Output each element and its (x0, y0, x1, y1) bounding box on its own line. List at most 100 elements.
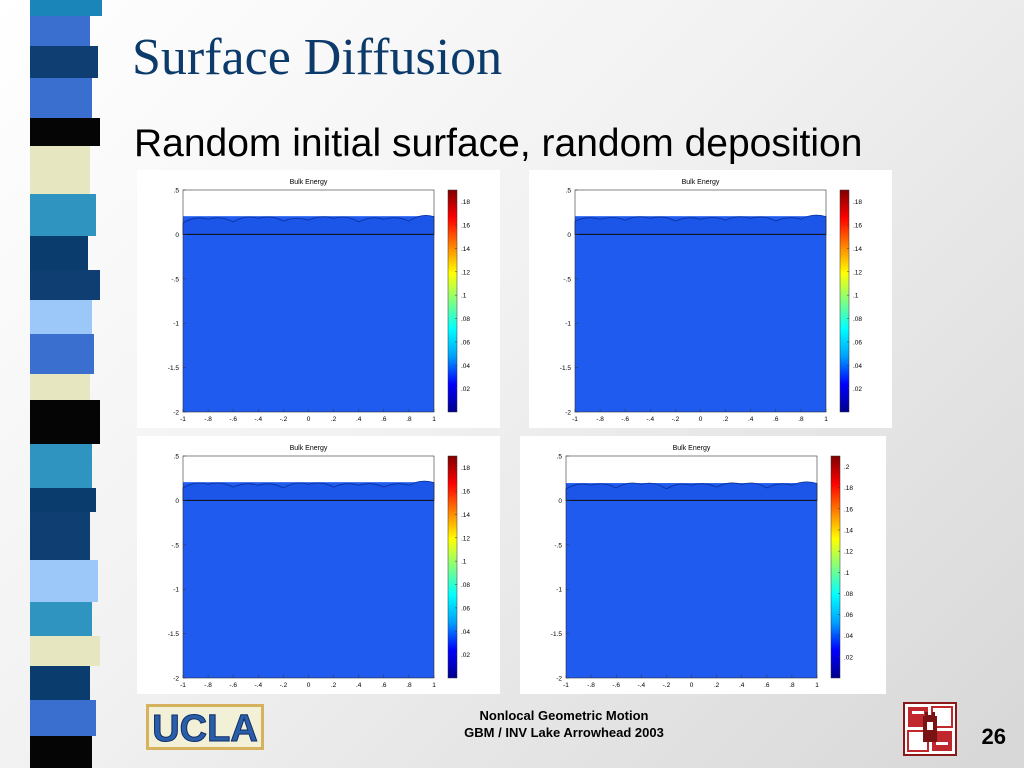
plot-title: Bulk Energy (290, 445, 328, 452)
x-tick-label: .4 (748, 416, 754, 423)
plot-title: Bulk Energy (673, 445, 711, 452)
plot-title: Bulk Energy (290, 179, 328, 186)
y-tick-label: 0 (175, 498, 179, 505)
stripe-block (30, 0, 102, 16)
surface-layer (574, 214, 827, 235)
colorbar-tick-label: .18 (844, 485, 853, 492)
y-tick-label: -1.5 (560, 365, 572, 372)
y-tick-label: 0 (567, 232, 571, 239)
x-tick-label: .4 (356, 416, 362, 423)
decorative-stripe (30, 0, 102, 768)
x-tick-label: 0 (307, 682, 311, 689)
x-tick-label: -.8 (587, 682, 595, 689)
university-seal-logo (903, 702, 957, 756)
x-tick-label: .8 (798, 416, 804, 423)
y-tick-label: 0 (558, 498, 562, 505)
x-tick-label: .4 (739, 682, 745, 689)
colorbar-tick-label: .02 (844, 654, 853, 661)
slide-title: Surface Diffusion (132, 29, 503, 86)
stripe-block (30, 560, 98, 602)
stripe-block (30, 512, 90, 560)
x-tick-label: .6 (381, 416, 387, 423)
x-tick-label: -1 (572, 416, 578, 423)
colorbar-tick-label: .12 (844, 549, 853, 556)
x-tick-label: -.4 (255, 416, 263, 423)
x-tick-label: 1 (432, 682, 436, 689)
colorbar-tick-label: .06 (844, 612, 853, 619)
x-tick-label: .2 (331, 682, 337, 689)
y-tick-label: -1.5 (551, 631, 563, 638)
y-tick-label: -.5 (563, 276, 571, 283)
y-tick-label: .5 (557, 454, 563, 461)
bulk-energy-plot: Bulk Energy -1 -.8 -.6 -.4 -.2 0 .2 .4 .6 .8 1 .5 0 -.… (137, 436, 500, 694)
y-tick-label: 0 (175, 232, 179, 239)
colorbar (447, 189, 458, 413)
y-tick-label: -2 (173, 410, 179, 417)
x-tick-label: -.4 (638, 682, 646, 689)
colorbar-tick-label: .1 (461, 293, 467, 300)
x-tick-label: -1 (180, 682, 186, 689)
bulk-region (183, 482, 434, 678)
y-tick-label: -.5 (171, 542, 179, 549)
bulk-region (566, 483, 817, 678)
footer-line-1: Nonlocal Geometric Motion (479, 708, 649, 723)
colorbar (447, 455, 458, 679)
y-tick-label: .5 (566, 188, 572, 195)
colorbar-tick-label: .12 (461, 269, 470, 276)
colorbar-tick-label: .18 (853, 199, 862, 206)
colorbar-tick-label: .08 (461, 582, 470, 589)
y-tick-label: -.5 (554, 542, 562, 549)
stripe-block (30, 444, 92, 488)
x-tick-label: -.8 (204, 416, 212, 423)
x-tick-label: 0 (699, 416, 703, 423)
colorbar-tick-label: .16 (461, 489, 470, 496)
colorbar-tick-label: .02 (461, 386, 470, 393)
y-tick-label: -1 (556, 587, 562, 594)
colorbar-tick-label: .12 (461, 535, 470, 542)
colorbar-tick-label: .1 (844, 570, 850, 577)
colorbar-tick-label: .14 (853, 246, 862, 253)
colorbar-tick-label: .02 (853, 386, 862, 393)
x-tick-label: -.4 (647, 416, 655, 423)
colorbar-tick-label: .12 (853, 269, 862, 276)
stripe-block (30, 666, 90, 700)
stripe-block (30, 16, 90, 46)
stripe-block (30, 118, 100, 146)
colorbar-tick-label: .06 (853, 339, 862, 346)
bulk-region (575, 216, 826, 412)
surface-layer (565, 481, 818, 501)
ucla-logo-text: UCLA (152, 708, 258, 750)
plot-svg: Bulk Energy -1 -.8 -.6 -.4 -.2 0 .2 .4 .6 .8 1 .5 0 -.… (168, 445, 471, 689)
colorbar-tick-label: .1 (853, 293, 859, 300)
x-tick-label: 0 (307, 416, 311, 423)
x-tick-label: -.4 (255, 682, 263, 689)
stripe-block (30, 374, 90, 400)
colorbar-tick-label: .18 (461, 465, 470, 472)
stripe-block (30, 334, 94, 374)
x-tick-label: -.6 (621, 416, 629, 423)
page-number: 26 (981, 724, 1006, 749)
colorbar-tick-label: .2 (844, 464, 850, 471)
colorbar-tick-label: .06 (461, 339, 470, 346)
colorbar (830, 455, 841, 679)
stripe-block (30, 602, 92, 636)
x-tick-label: -.8 (204, 682, 212, 689)
surface-layer (182, 480, 435, 501)
bulk-energy-plot: Bulk Energy -1 -.8 -.6 -.4 -.2 0 .2 .4 .6 .8 1 .5 0 -.… (137, 170, 500, 428)
x-tick-label: -.2 (280, 416, 288, 423)
y-tick-label: -2 (565, 410, 571, 417)
plot-svg: Bulk Energy -1 -.8 -.6 -.4 -.2 0 .2 .4 .6 .8 1 .5 0 -.… (560, 179, 863, 423)
x-tick-label: .2 (723, 416, 729, 423)
y-tick-label: -1 (173, 587, 179, 594)
x-tick-label: .8 (406, 416, 412, 423)
x-tick-label: .6 (773, 416, 779, 423)
x-tick-label: .8 (789, 682, 795, 689)
y-tick-label: -2 (556, 676, 562, 683)
stripe-block (30, 46, 98, 78)
colorbar-tick-label: .02 (461, 652, 470, 659)
y-tick-label: -1 (173, 321, 179, 328)
colorbar-tick-label: .1 (461, 559, 467, 566)
colorbar-tick-label: .16 (844, 506, 853, 513)
colorbar-tick-label: .04 (844, 633, 853, 640)
stripe-block (30, 194, 96, 236)
